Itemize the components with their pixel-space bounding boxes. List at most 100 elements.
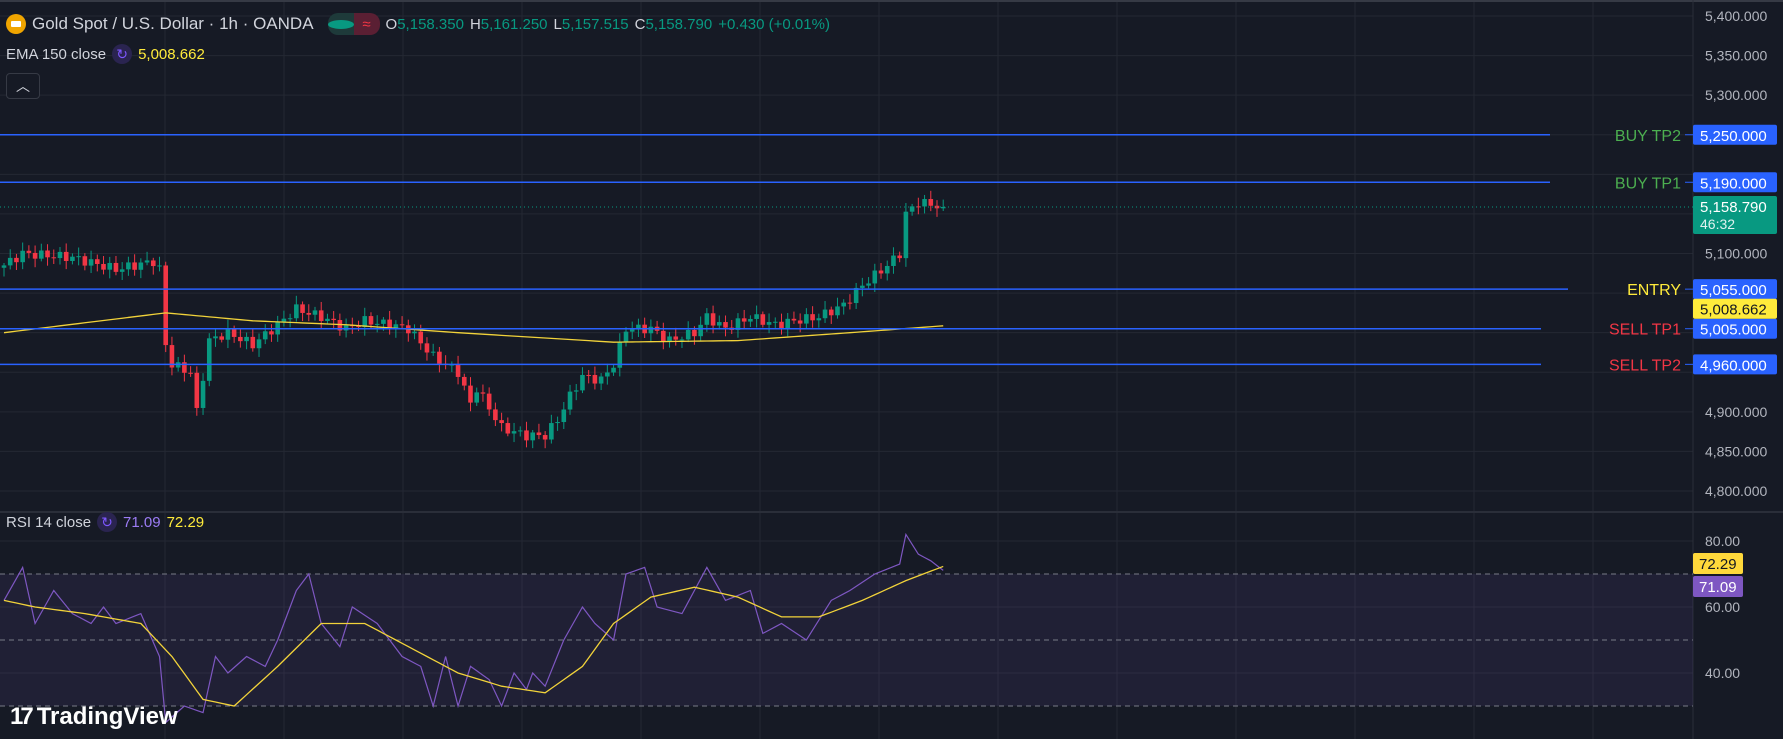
last-price-tag — [1693, 195, 1777, 234]
refresh-icon[interactable]: ↻ — [97, 512, 118, 532]
candle-body — [499, 420, 504, 424]
rsi-ma-tag-text: 72.29 — [1699, 556, 1737, 573]
candle-body — [455, 364, 461, 377]
candle-body — [1, 265, 7, 268]
candle-body — [325, 318, 330, 321]
candle-body — [524, 430, 529, 441]
candle-body — [685, 329, 691, 340]
candle-body — [903, 211, 909, 259]
candle-body — [318, 310, 324, 321]
candle-body — [623, 331, 629, 342]
close-label: C — [634, 15, 646, 33]
candle-body — [710, 313, 716, 326]
level-label: ENTRY — [1627, 282, 1681, 299]
candle-body — [269, 331, 274, 335]
candle-body — [542, 435, 548, 440]
candle-body — [281, 318, 287, 322]
candle-body — [822, 309, 828, 319]
candle-body — [206, 338, 212, 381]
candle-body — [306, 312, 312, 315]
candle-body — [928, 199, 934, 206]
candle-body — [760, 314, 766, 325]
candle-body — [107, 262, 113, 270]
candle-body — [636, 324, 641, 330]
candle-body — [797, 320, 803, 324]
chevron-up-icon: ︿ — [16, 78, 30, 94]
level-price-tag — [1693, 279, 1777, 300]
level-label: BUY TP2 — [1615, 128, 1681, 145]
candle-body — [573, 390, 579, 392]
candle-body — [113, 262, 119, 272]
candle-body — [909, 206, 915, 212]
candle-body — [144, 260, 150, 263]
candle-body — [754, 314, 759, 319]
price-tick-label: 4,800.000 — [1705, 483, 1767, 499]
candle-body — [598, 376, 604, 384]
candle-body — [766, 322, 772, 325]
candle-body — [617, 341, 623, 368]
market-open-icon — [327, 19, 354, 29]
candle-body — [891, 255, 896, 266]
rsi-value: 71.09 — [123, 513, 161, 531]
candle-body — [294, 304, 299, 319]
candle-body — [51, 257, 57, 259]
candle-body — [76, 256, 81, 258]
candle-body — [841, 302, 846, 307]
candle-body — [331, 318, 336, 321]
candle-body — [474, 392, 480, 403]
level-price-text: 5,190.000 — [1700, 175, 1767, 192]
symbol-title[interactable]: Gold Spot / U.S. Dollar · 1h · OANDA — [32, 14, 314, 33]
market-status-pill[interactable]: ≈ — [327, 13, 380, 35]
level-price-text: 5,055.000 — [1700, 282, 1767, 299]
level-price-tag — [1693, 318, 1777, 339]
candle-body — [828, 309, 834, 316]
ema-line — [3, 312, 944, 343]
candle-body — [605, 372, 610, 377]
candle-body — [387, 319, 392, 330]
candle-body — [748, 318, 753, 322]
ema-price-text: 5,008.662 — [1700, 302, 1767, 319]
candle-body — [300, 304, 305, 313]
collapse-legend-button[interactable]: ︿ — [6, 73, 40, 99]
candle-body — [362, 316, 368, 328]
rsi-legend[interactable]: RSI 14 close ↻ 71.09 72.29 — [6, 512, 204, 532]
candle-body — [14, 257, 19, 263]
refresh-icon[interactable]: ↻ — [112, 44, 133, 64]
candle-body — [505, 423, 511, 434]
candle-body — [916, 206, 921, 208]
candle-body — [26, 250, 32, 253]
price-tick-label: 5,100.000 — [1705, 246, 1767, 262]
candle-body — [536, 432, 542, 436]
candle-body — [704, 313, 710, 325]
candle-body — [256, 339, 262, 349]
candle-body — [741, 318, 747, 322]
rsi-ma-value: 72.29 — [166, 513, 205, 531]
candle-body — [779, 321, 784, 329]
gold-icon — [6, 14, 26, 34]
candle-body — [262, 331, 268, 340]
open-value: 5,158.350 — [397, 15, 464, 33]
candle-body — [480, 392, 486, 394]
change-value: +0.430 (+0.01%) — [718, 15, 830, 33]
candle-body — [368, 316, 374, 325]
candle-body — [356, 326, 361, 328]
candle-body — [561, 409, 567, 423]
level-price-text: 4,960.000 — [1700, 357, 1767, 374]
candle-body — [791, 318, 797, 321]
candle-body — [39, 250, 44, 259]
candle-body — [95, 259, 100, 264]
rsi-line — [3, 532, 944, 724]
candle-body — [157, 265, 162, 267]
candle-body — [101, 263, 106, 270]
candle-body — [7, 257, 13, 266]
tradingview-logo[interactable]: 17 TradingView — [10, 703, 178, 731]
candle-body — [287, 318, 293, 320]
rsi-tag — [1693, 576, 1743, 597]
candle-body — [810, 314, 815, 321]
price-tick-label: 4,850.000 — [1705, 443, 1767, 459]
ema-legend[interactable]: EMA 150 close ↻ 5,008.662 — [6, 44, 205, 64]
candle-body — [312, 310, 318, 315]
candle-body — [70, 256, 75, 261]
candle-body — [486, 393, 492, 410]
